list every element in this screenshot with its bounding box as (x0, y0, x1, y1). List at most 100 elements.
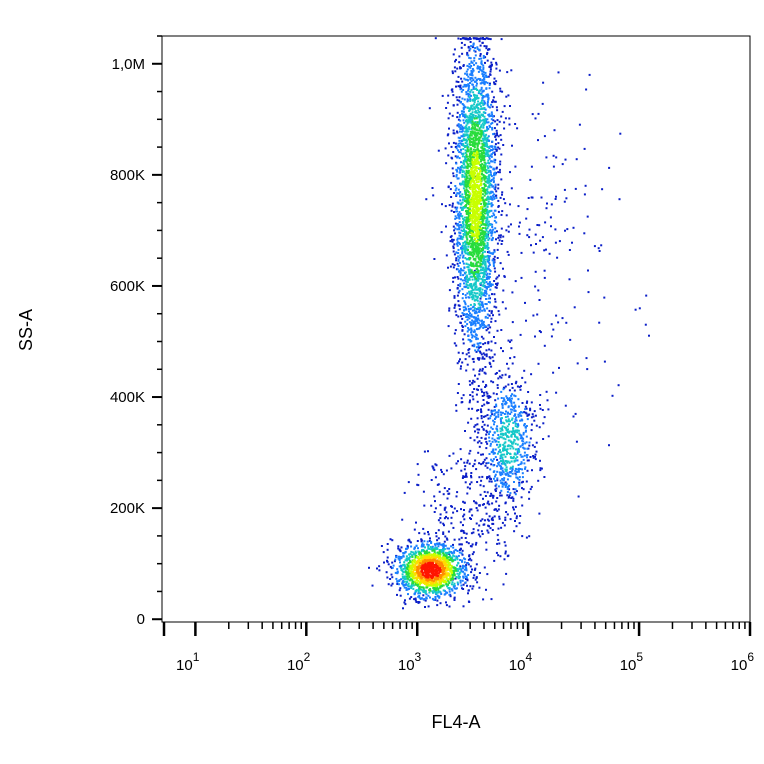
event-dot (454, 549, 457, 551)
event-dot (507, 253, 510, 256)
event-dot (486, 502, 489, 505)
event-dot (444, 535, 447, 538)
event-dot (516, 385, 519, 388)
event-dot (484, 224, 487, 227)
event-dot (476, 417, 479, 420)
event-dot (465, 235, 468, 238)
event-dot (534, 414, 537, 417)
event-dot (481, 254, 484, 257)
event-dot (448, 142, 450, 145)
event-dot (512, 421, 515, 424)
event-dot (460, 229, 463, 232)
event-dot (368, 566, 370, 569)
event-dot (481, 518, 484, 521)
event-dot (493, 172, 496, 175)
event-dot (496, 509, 499, 512)
event-dot (535, 424, 538, 427)
event-dot (378, 565, 381, 568)
event-dot (412, 587, 415, 590)
event-dot (460, 552, 463, 555)
event-dot (521, 439, 524, 442)
event-dot (447, 579, 450, 582)
event-dot (457, 248, 460, 251)
event-dot (486, 477, 488, 480)
event-dot (474, 247, 477, 250)
event-dot (525, 480, 528, 483)
event-dot (486, 102, 489, 105)
event-dot (513, 389, 516, 392)
event-dot (528, 535, 531, 538)
event-dot (465, 316, 468, 318)
event-dot (404, 559, 407, 562)
event-dot (484, 118, 487, 120)
event-dot (506, 461, 509, 464)
event-dot (455, 194, 458, 197)
event-dot (446, 585, 449, 588)
event-dot (485, 274, 488, 277)
event-dot (448, 204, 451, 207)
event-dot (526, 454, 529, 457)
event-dot (466, 194, 469, 196)
event-dot (468, 242, 471, 245)
event-dot (456, 558, 459, 561)
event-dot (540, 196, 543, 199)
event-dot (638, 307, 641, 310)
event-dot (476, 222, 478, 225)
event-dot (470, 472, 473, 474)
event-dot (466, 584, 468, 587)
event-dot (476, 172, 479, 175)
event-dot (488, 113, 491, 116)
event-dot (463, 160, 466, 163)
event-dot (478, 118, 481, 121)
event-dot (481, 404, 484, 407)
event-dot (468, 65, 470, 68)
event-dot (459, 358, 461, 361)
event-dot (514, 123, 517, 125)
event-dot (479, 237, 482, 240)
event-dot (511, 291, 514, 294)
event-dot (490, 166, 493, 169)
event-dot (494, 183, 497, 186)
event-dot (526, 469, 529, 472)
event-dot (471, 395, 474, 398)
event-dot (414, 580, 417, 583)
event-dot (473, 107, 476, 110)
event-dot (464, 325, 467, 328)
event-dot (421, 589, 424, 592)
event-dot (472, 288, 475, 291)
event-dot (479, 207, 482, 210)
event-dot (473, 574, 476, 577)
event-dot (414, 546, 416, 549)
event-dot (469, 517, 471, 520)
event-dot (458, 234, 461, 237)
event-dot (601, 188, 604, 191)
event-dot (508, 398, 510, 400)
event-dot (459, 38, 462, 40)
event-dot (469, 268, 472, 271)
event-dot (470, 127, 473, 130)
event-dot (465, 178, 468, 181)
event-dot (537, 289, 540, 292)
event-dot (469, 78, 472, 81)
event-dot (496, 384, 499, 387)
event-dot (498, 147, 501, 150)
event-dot (504, 438, 507, 441)
event-dot (467, 327, 470, 329)
event-dot (480, 388, 483, 391)
event-dot (503, 524, 506, 527)
event-dot (509, 413, 512, 415)
event-dot (483, 275, 486, 278)
event-dot (546, 202, 548, 205)
event-dot (453, 211, 455, 213)
event-dot (489, 468, 492, 471)
event-dot (467, 118, 470, 121)
event-dot (509, 171, 511, 174)
event-dot (463, 333, 466, 336)
event-dot (561, 317, 564, 320)
event-dot (479, 255, 482, 258)
event-dot (472, 531, 475, 534)
event-dot (403, 561, 406, 564)
event-dot (490, 153, 493, 156)
event-dot (382, 551, 385, 554)
event-dot (509, 492, 512, 495)
